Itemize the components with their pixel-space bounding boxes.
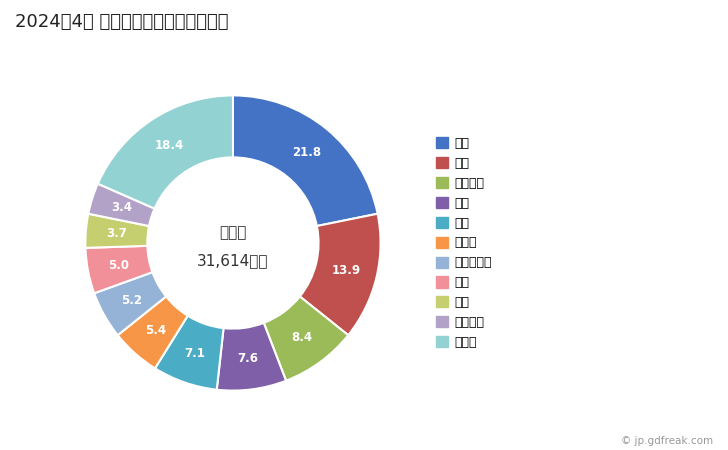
Text: 5.4: 5.4	[145, 324, 166, 337]
Wedge shape	[155, 316, 223, 390]
Text: 総　額: 総 額	[219, 225, 247, 240]
Wedge shape	[88, 184, 154, 226]
Text: 3.7: 3.7	[106, 227, 127, 240]
Wedge shape	[98, 95, 233, 209]
Wedge shape	[233, 95, 378, 226]
Text: 8.4: 8.4	[291, 331, 312, 344]
Text: 5.0: 5.0	[108, 259, 129, 271]
Wedge shape	[94, 272, 166, 335]
Wedge shape	[85, 246, 152, 293]
Text: 7.1: 7.1	[184, 346, 205, 360]
Text: 21.8: 21.8	[292, 146, 321, 159]
Wedge shape	[118, 297, 188, 368]
Text: © jp.gdfreak.com: © jp.gdfreak.com	[621, 436, 713, 446]
Text: 3.4: 3.4	[111, 201, 132, 214]
Text: 5.2: 5.2	[121, 293, 142, 306]
Text: 2024年4月 輸出相手国のシェア（％）: 2024年4月 輸出相手国のシェア（％）	[15, 14, 228, 32]
Text: 31,614万円: 31,614万円	[197, 253, 269, 268]
Wedge shape	[300, 214, 381, 335]
Text: 7.6: 7.6	[237, 352, 258, 365]
Wedge shape	[217, 323, 286, 391]
Wedge shape	[264, 297, 348, 381]
Wedge shape	[85, 214, 149, 248]
Text: 18.4: 18.4	[154, 139, 183, 152]
Text: 13.9: 13.9	[332, 264, 361, 277]
Legend: 米国, 中国, オランダ, 韓国, 豪州, ドイツ, マレーシア, タイ, 台湾, フランス, その他: 米国, 中国, オランダ, 韓国, 豪州, ドイツ, マレーシア, タイ, 台湾…	[436, 137, 492, 349]
